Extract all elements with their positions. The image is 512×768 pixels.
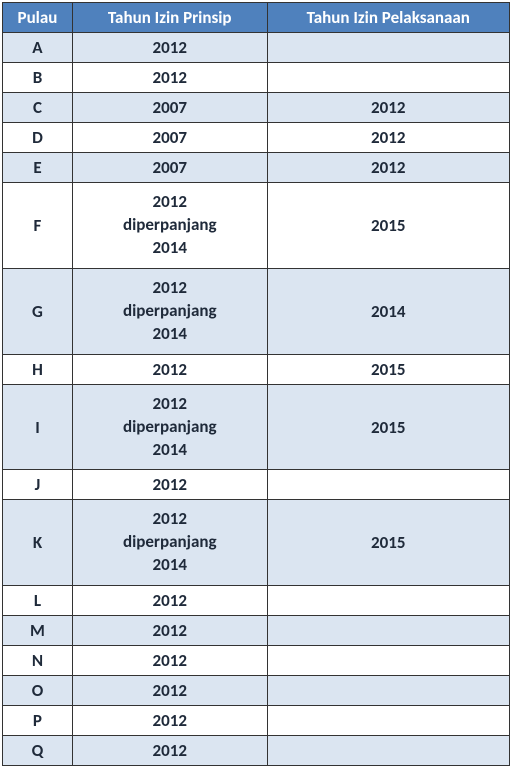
cell-prinsip: 2012 <box>72 676 267 706</box>
cell-pulau: N <box>3 646 73 676</box>
table-row: C20072012 <box>3 93 510 123</box>
table-row: A2012 <box>3 33 510 63</box>
cell-pulau: Q <box>3 736 73 766</box>
cell-pelaksanaan <box>267 736 509 766</box>
cell-pulau: H <box>3 354 73 384</box>
cell-prinsip: 2012diperpanjang2014 <box>72 384 267 470</box>
table-row: O2012 <box>3 676 510 706</box>
cell-pelaksanaan: 2014 <box>267 268 509 354</box>
cell-pelaksanaan: 2012 <box>267 153 509 183</box>
cell-pelaksanaan <box>267 676 509 706</box>
cell-prinsip: 2012 <box>72 33 267 63</box>
table-row: N2012 <box>3 646 510 676</box>
cell-pulau: A <box>3 33 73 63</box>
cell-pelaksanaan <box>267 616 509 646</box>
cell-pulau: L <box>3 586 73 616</box>
cell-pulau: O <box>3 676 73 706</box>
cell-pulau: C <box>3 93 73 123</box>
table-row: P2012 <box>3 706 510 736</box>
table-row: L2012 <box>3 586 510 616</box>
cell-pelaksanaan: 2015 <box>267 384 509 470</box>
cell-pulau: I <box>3 384 73 470</box>
cell-prinsip: 2012diperpanjang2014 <box>72 183 267 269</box>
table-row: B2012 <box>3 63 510 93</box>
cell-pelaksanaan: 2012 <box>267 93 509 123</box>
cell-prinsip: 2012 <box>72 736 267 766</box>
table-row: G2012diperpanjang20142014 <box>3 268 510 354</box>
cell-pulau: D <box>3 123 73 153</box>
cell-pelaksanaan: 2015 <box>267 354 509 384</box>
col-header-pelaksanaan: Tahun Izin Pelaksanaan <box>267 3 509 33</box>
cell-prinsip: 2007 <box>72 153 267 183</box>
cell-prinsip: 2012 <box>72 616 267 646</box>
table-row: J2012 <box>3 470 510 500</box>
cell-pulau: J <box>3 470 73 500</box>
table-row: F2012diperpanjang20142015 <box>3 183 510 269</box>
cell-pelaksanaan: 2012 <box>267 123 509 153</box>
col-header-prinsip: Tahun Izin Prinsip <box>72 3 267 33</box>
cell-pelaksanaan <box>267 706 509 736</box>
cell-prinsip: 2012 <box>72 63 267 93</box>
table-row: D20072012 <box>3 123 510 153</box>
cell-pelaksanaan: 2015 <box>267 183 509 269</box>
cell-prinsip: 2012 <box>72 586 267 616</box>
table-header-row: Pulau Tahun Izin Prinsip Tahun Izin Pela… <box>3 3 510 33</box>
cell-pelaksanaan <box>267 646 509 676</box>
cell-pulau: K <box>3 500 73 586</box>
col-header-pulau: Pulau <box>3 3 73 33</box>
table-row: I2012diperpanjang20142015 <box>3 384 510 470</box>
table-row: Q2012 <box>3 736 510 766</box>
cell-pelaksanaan <box>267 33 509 63</box>
cell-pulau: B <box>3 63 73 93</box>
cell-pelaksanaan <box>267 63 509 93</box>
cell-prinsip: 2012 <box>72 706 267 736</box>
cell-prinsip: 2012 <box>72 354 267 384</box>
cell-prinsip: 2012 <box>72 646 267 676</box>
cell-prinsip: 2012diperpanjang2014 <box>72 500 267 586</box>
cell-pelaksanaan <box>267 470 509 500</box>
cell-prinsip: 2007 <box>72 123 267 153</box>
cell-pulau: G <box>3 268 73 354</box>
table-row: E20072012 <box>3 153 510 183</box>
cell-pulau: P <box>3 706 73 736</box>
cell-prinsip: 2012diperpanjang2014 <box>72 268 267 354</box>
cell-prinsip: 2007 <box>72 93 267 123</box>
cell-prinsip: 2012 <box>72 470 267 500</box>
izin-table: Pulau Tahun Izin Prinsip Tahun Izin Pela… <box>2 2 510 766</box>
table-row: K2012diperpanjang20142015 <box>3 500 510 586</box>
table-row: M2012 <box>3 616 510 646</box>
cell-pulau: M <box>3 616 73 646</box>
cell-pelaksanaan: 2015 <box>267 500 509 586</box>
cell-pulau: E <box>3 153 73 183</box>
table-row: H20122015 <box>3 354 510 384</box>
table-body: A2012B2012C20072012D20072012E20072012F20… <box>3 33 510 766</box>
cell-pelaksanaan <box>267 586 509 616</box>
cell-pulau: F <box>3 183 73 269</box>
